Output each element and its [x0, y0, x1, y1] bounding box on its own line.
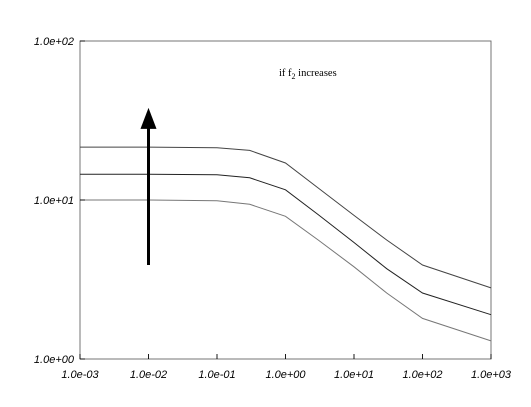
x-tick-label: 1.0e+03 — [471, 369, 512, 381]
x-tick-label: 1.0e+02 — [402, 369, 442, 381]
x-tick-label: 1.0e+00 — [265, 369, 306, 381]
y-tick-label: 1.0e+00 — [34, 354, 75, 366]
series-line-2 — [80, 173, 492, 316]
x-tick-label: 1.0e-03 — [61, 369, 99, 381]
annotation-text-subscript: 2 — [292, 72, 296, 81]
series-layer — [80, 146, 492, 342]
x-tick-label: 1.0e-02 — [130, 369, 167, 381]
annotation-text: if f2 increases — [279, 68, 337, 81]
x-axis-ticks: 1.0e-03 1.0e-02 1.0e-01 1.0e+00 1.0e+01 1.0e+… — [61, 354, 512, 381]
x-tick-label: 1.0e-01 — [198, 369, 235, 381]
arrow-head — [140, 107, 157, 129]
annotation: if f2 increases — [140, 68, 337, 266]
series-line-3 — [80, 146, 492, 289]
y-tick-label: 1.0e+01 — [34, 195, 74, 207]
annotation-text-main: if f — [279, 68, 292, 79]
x-tick-label: 1.0e+01 — [334, 369, 374, 381]
annotation-text-tail: increases — [296, 68, 337, 79]
series-line-1 — [80, 199, 492, 342]
y-tick-label: 1.0e+02 — [34, 36, 74, 48]
y-axis-ticks: 1.0e+00 1.0e+01 1.0e+02 — [34, 36, 85, 366]
